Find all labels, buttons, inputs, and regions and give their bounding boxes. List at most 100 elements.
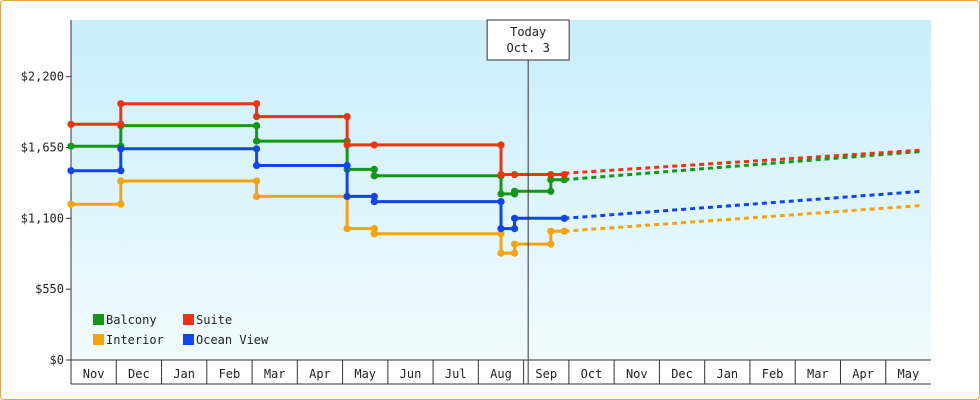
legend-swatch [183, 334, 194, 345]
y-tick-label: $1,100 [21, 211, 64, 225]
series-ocean-view [67, 145, 923, 233]
x-tick-label: Oct [581, 367, 603, 381]
x-tick-label: Jul [445, 367, 467, 381]
legend-label: Balcony [106, 313, 157, 327]
data-point [67, 167, 75, 175]
data-point [497, 249, 505, 257]
x-tick-label: May [354, 367, 376, 381]
data-point [370, 141, 378, 149]
data-point [510, 187, 519, 195]
data-point [560, 176, 568, 184]
data-point [252, 112, 261, 121]
data-point [252, 137, 261, 145]
data-point [510, 249, 519, 257]
data-point [560, 214, 568, 222]
data-point [117, 177, 125, 185]
legend: Balcony Suite Interior Ocean View [93, 313, 269, 347]
data-point [67, 142, 75, 150]
data-point [497, 225, 505, 233]
data-point [370, 225, 378, 233]
data-point [370, 192, 378, 201]
forecast-line [564, 189, 923, 220]
today-label: Today [510, 25, 546, 39]
x-tick-label: Jan [173, 367, 195, 381]
data-point [370, 165, 378, 173]
data-point [510, 214, 519, 222]
data-point [117, 167, 125, 175]
data-point [497, 190, 505, 198]
data-point [252, 177, 261, 185]
x-tick-label: Jan [716, 367, 738, 381]
legend-item: Suite [183, 313, 232, 327]
legend-item: Ocean View [183, 333, 269, 347]
legend-item: Balcony [93, 313, 157, 327]
data-point [117, 200, 125, 208]
data-point [497, 230, 505, 238]
data-point [510, 170, 519, 179]
y-tick-label: $0 [50, 353, 64, 367]
legend-label: Suite [196, 313, 232, 327]
data-point [547, 240, 555, 248]
x-tick-label: Mar [264, 367, 286, 381]
data-point [560, 170, 568, 179]
data-point [343, 161, 351, 170]
forecast-line [564, 149, 923, 182]
legend-swatch [93, 314, 104, 325]
data-point [117, 145, 125, 153]
data-point [343, 112, 351, 121]
y-tick-label: $2,200 [21, 70, 64, 84]
data-point [497, 197, 505, 206]
data-point [252, 192, 261, 201]
x-tick-label: Dec [671, 367, 693, 381]
x-tick-label: Nov [626, 367, 648, 381]
x-tick-label: Mar [807, 367, 829, 381]
data-point [510, 240, 519, 248]
data-point [497, 170, 505, 179]
data-point [547, 170, 555, 179]
x-tick-label: Sep [535, 367, 557, 381]
data-point [547, 176, 555, 184]
today-box [486, 19, 570, 61]
today-date: Oct. 3 [506, 41, 549, 55]
data-point [67, 120, 75, 128]
legend-item: Interior [93, 333, 164, 347]
series-interior [67, 177, 923, 257]
legend-label: Ocean View [196, 333, 269, 347]
data-point [547, 187, 555, 195]
x-tick-label: Dec [128, 367, 150, 381]
x-tick-label: Jun [400, 367, 422, 381]
data-point [117, 100, 125, 108]
y-tick-label: $1,650 [21, 141, 64, 155]
x-tick-label: Apr [852, 367, 874, 381]
data-point [370, 172, 378, 180]
series-layer [67, 100, 923, 257]
data-point [252, 145, 261, 153]
data-point [343, 225, 351, 233]
data-point [547, 227, 555, 235]
data-point [343, 192, 351, 201]
x-tick-label: May [898, 367, 920, 381]
x-tick-label: Feb [219, 367, 241, 381]
data-point [370, 197, 378, 206]
data-point [67, 200, 75, 208]
series-suite [67, 100, 922, 179]
data-point [252, 122, 261, 130]
data-point [252, 161, 261, 170]
forecast-line [564, 204, 923, 233]
data-point [497, 141, 505, 149]
legend-swatch [183, 314, 194, 325]
data-point [252, 100, 261, 108]
data-point [370, 230, 378, 238]
forecast-line [564, 148, 922, 175]
x-tick-label: Feb [762, 367, 784, 381]
axes: $0 $550 $1,100 $1,650 $2,200 Nov Dec Jan Feb Mar A… [21, 20, 931, 385]
legend-label: Interior [106, 333, 164, 347]
x-tick-label: Aug [490, 367, 512, 381]
x-tick-label: Nov [83, 367, 105, 381]
data-point [560, 227, 568, 235]
data-point [343, 141, 351, 149]
data-point [117, 120, 125, 128]
today-marker: Today Oct. 3 [486, 19, 570, 384]
x-tick-label: Apr [309, 367, 331, 381]
